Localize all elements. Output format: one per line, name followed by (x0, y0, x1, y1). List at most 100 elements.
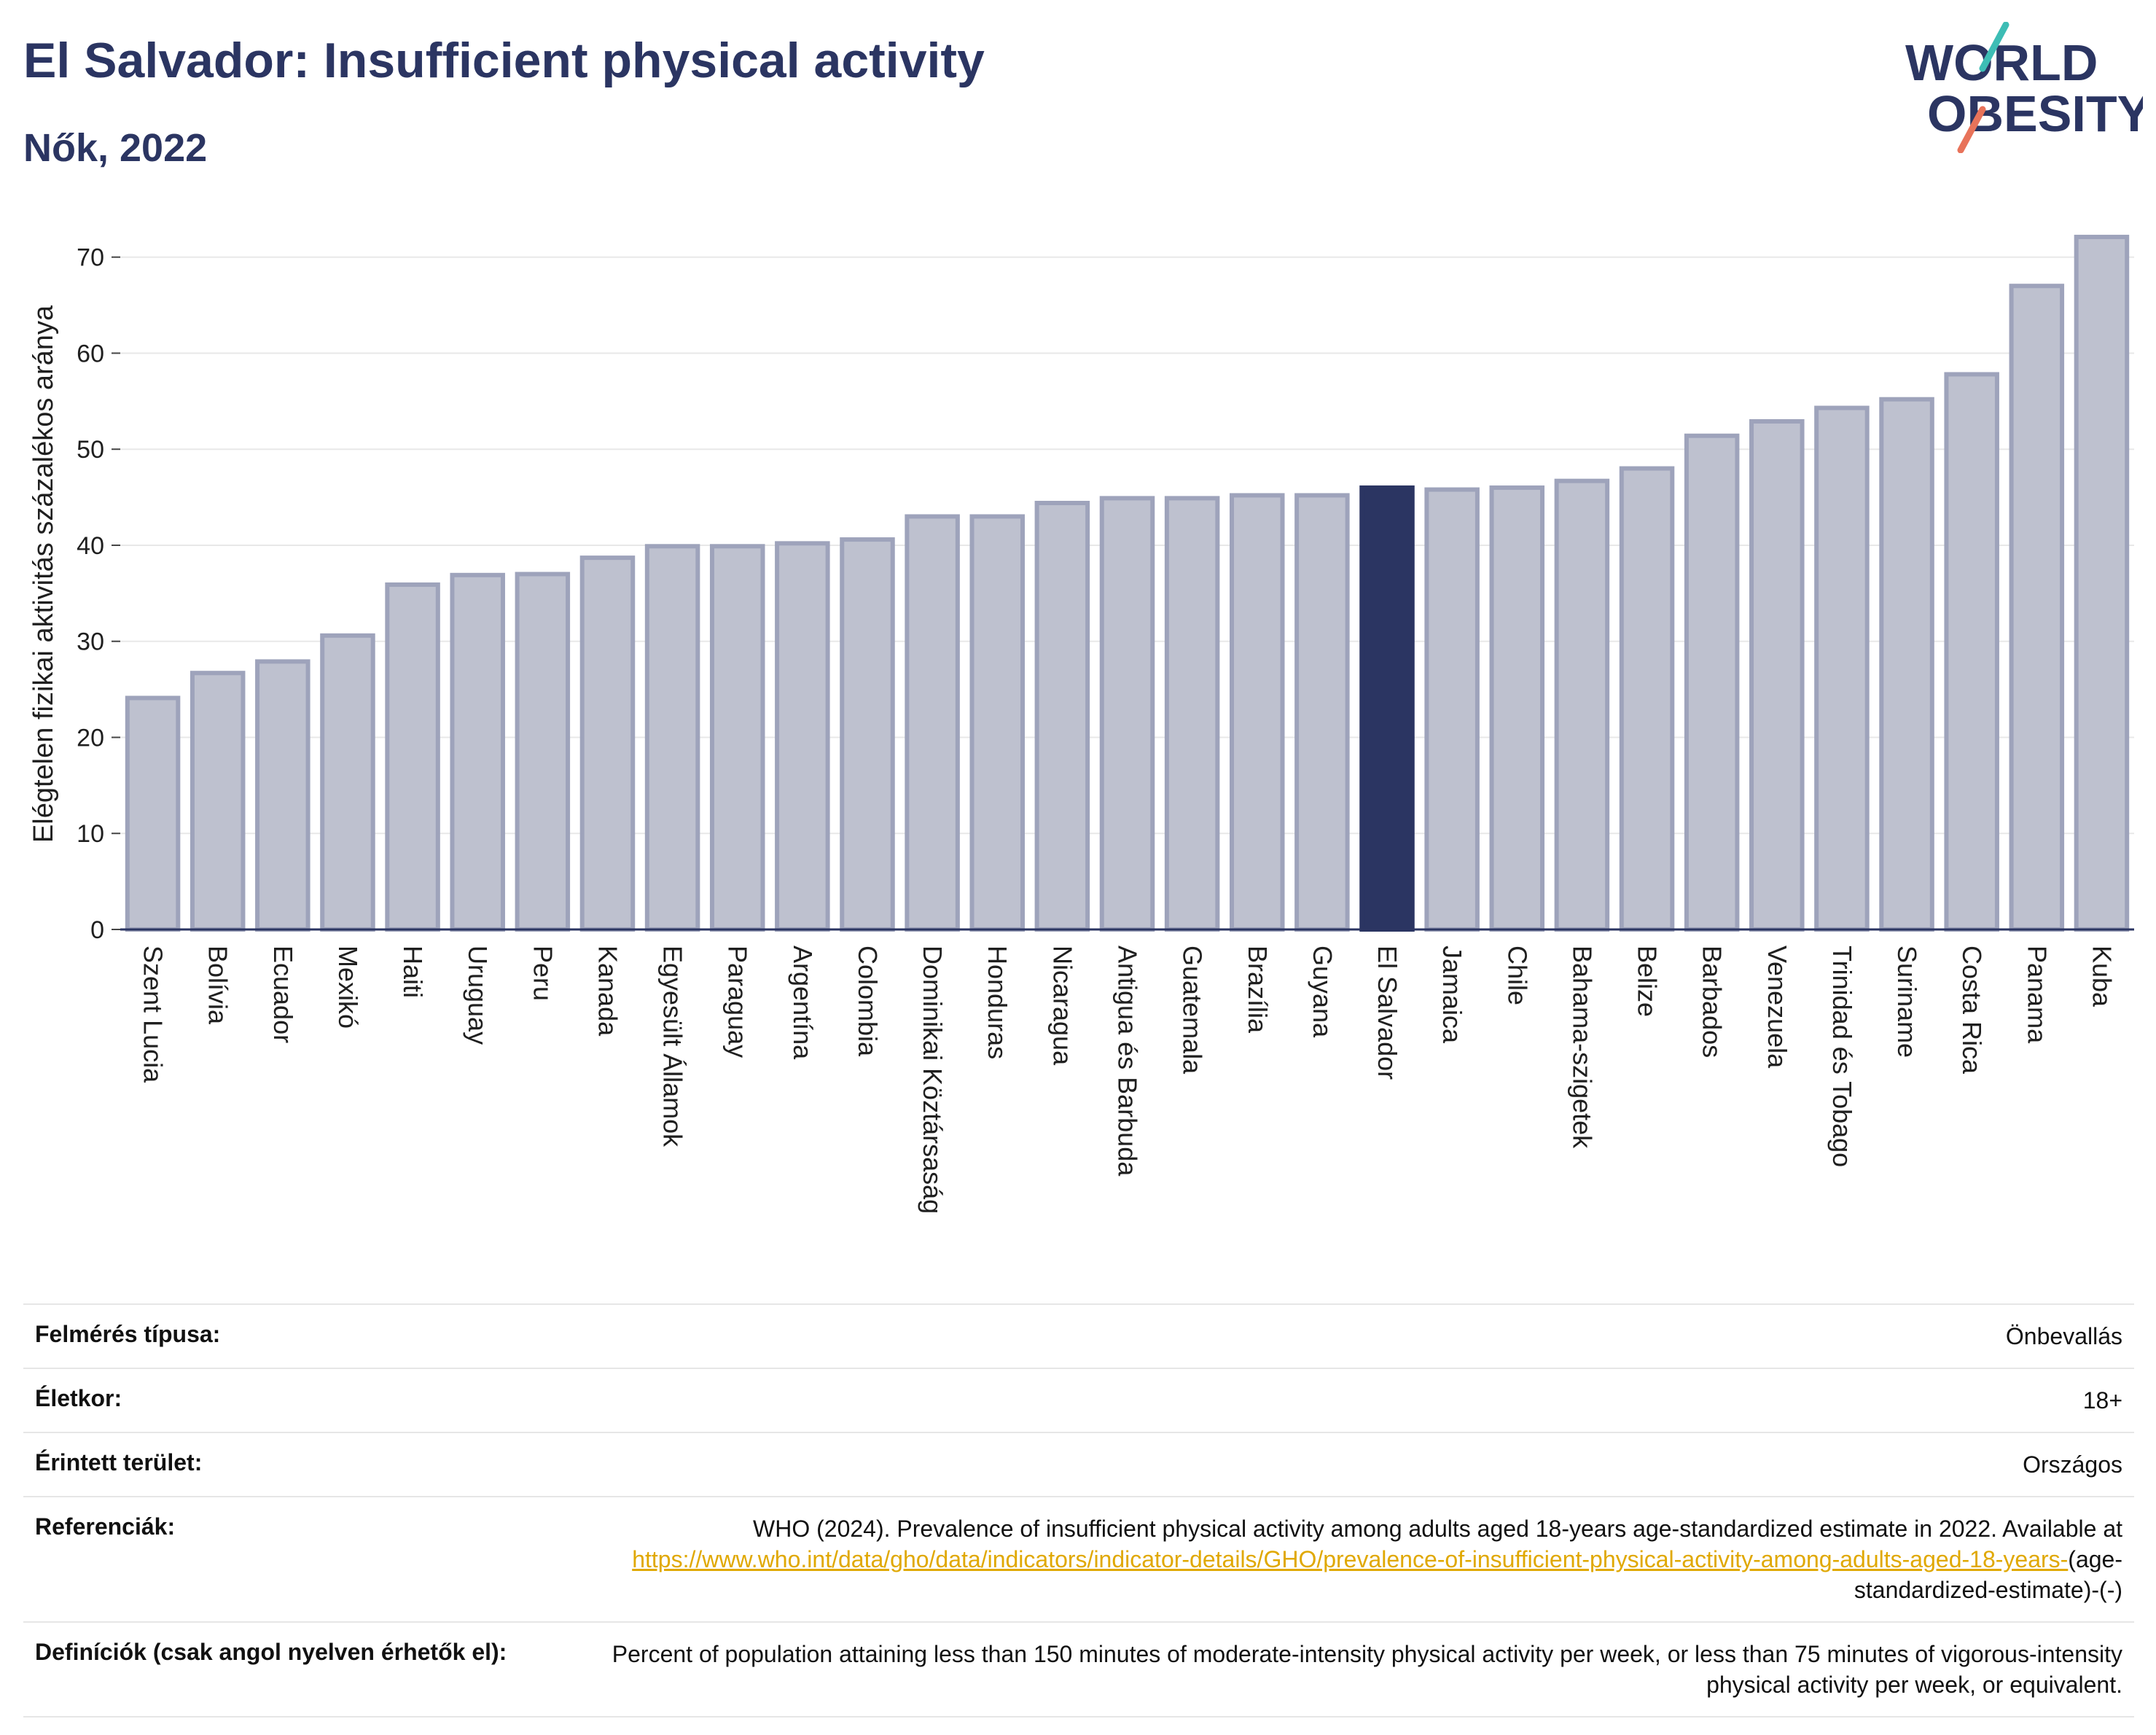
x-tick-label: Uruguay (463, 946, 493, 1045)
page-subtitle: Nők, 2022 (23, 126, 208, 170)
x-tick-label: Panama (2022, 946, 2052, 1044)
references-text: WHO (2024). Prevalence of insufficient p… (753, 1516, 2122, 1542)
bar-peru (515, 572, 571, 932)
x-tick-label: Guatemala (1178, 946, 1208, 1075)
y-axis-ticks: 0 10 20 30 40 50 60 70 (77, 244, 120, 944)
x-tick-label: Venezuela (1762, 946, 1792, 1069)
bar-dominikai-k-zt-rsas-g (905, 514, 960, 932)
bar-venezuela (1749, 419, 1805, 932)
x-tick-label: Chile (1502, 946, 1532, 1005)
bar-paraguay (709, 544, 765, 932)
x-tick-label: Nicaragua (1047, 946, 1077, 1066)
x-tick-label: Honduras (983, 946, 1012, 1059)
bar-argent-na (775, 541, 830, 932)
bar-jamaica (1424, 487, 1480, 932)
y-tick-label: 10 (77, 820, 104, 848)
y-tick-label: 0 (90, 916, 104, 944)
x-tick-label: Brazília (1243, 946, 1273, 1034)
bar-colombia (840, 537, 895, 932)
y-tick-label: 60 (77, 340, 104, 367)
y-tick-label: 30 (77, 628, 104, 656)
y-tick-label: 50 (77, 436, 104, 464)
y-tick-label: 40 (77, 532, 104, 560)
y-tick-label: 20 (77, 724, 104, 752)
x-tick-label: El Salvador (1372, 946, 1402, 1080)
bar-costa-rica (1944, 372, 1999, 932)
logo-slash-teal (1979, 22, 2009, 72)
x-tick-label: Bahama-szigetek (1567, 946, 1597, 1149)
survey-type-label: Felmérés típusa: (23, 1303, 557, 1368)
info-table: Felmérés típusa: Önbevallás Életkor: 18+… (23, 1303, 2134, 1718)
info-row-references: Referenciák: WHO (2024). Prevalence of i… (23, 1496, 2134, 1622)
x-tick-label: Haiti (398, 946, 428, 998)
x-tick-label: Kanada (593, 946, 622, 1037)
info-row-definitions: Definíciók (csak angol nyelven érhetők e… (23, 1621, 2134, 1718)
bar-egyes-lt-llamok (644, 544, 700, 932)
x-tick-label: Dominikai Köztársaság (918, 946, 948, 1214)
bar-honduras (969, 514, 1026, 932)
x-tick-label: Szent Lucia (138, 946, 168, 1083)
age-value: 18+ (557, 1368, 2134, 1432)
bar-panama (2009, 284, 2065, 932)
bar-bahama-szigetek (1554, 478, 1610, 932)
x-tick-label: Egyesült Államok (658, 946, 688, 1147)
x-tick-label: Jamaica (1437, 946, 1467, 1044)
x-tick-label: Kuba (2087, 946, 2117, 1007)
area-value: Országos (557, 1432, 2134, 1497)
bar-chile (1489, 485, 1545, 932)
bar-kuba (2074, 235, 2130, 932)
x-tick-label: Barbados (1698, 946, 1727, 1058)
logo-slash-red (1957, 106, 1986, 153)
bar-szent-lucia (125, 695, 181, 932)
x-tick-label: Guyana (1308, 946, 1337, 1038)
references-value: WHO (2024). Prevalence of insufficient p… (557, 1496, 2134, 1622)
x-tick-label: Trinidad és Tobago (1827, 946, 1857, 1167)
info-row-survey: Felmérés típusa: Önbevallás (23, 1303, 2134, 1368)
y-axis-title: Elégtelen fizikai aktivitás százalékos a… (28, 305, 59, 843)
bar-braz-lia (1229, 493, 1285, 932)
x-axis-labels: Szent Lucia Bolívia Ecuador Mexikó Haiti Urug… (138, 946, 2117, 1214)
bar-el-salvador (1359, 485, 1415, 932)
bars (125, 235, 2130, 932)
x-tick-label: Argentína (788, 946, 818, 1060)
bar-chart: 0 10 20 30 40 50 60 70 Szent Lucia Bolívia Ecuado… (28, 235, 2134, 1214)
x-tick-label: Peru (528, 946, 558, 1001)
x-tick-label: Belize (1633, 946, 1663, 1017)
references-link[interactable]: https://www.who.int/data/gho/data/indica… (632, 1546, 2069, 1572)
bar-bol-via (190, 671, 246, 932)
x-tick-label: Paraguay (723, 946, 753, 1058)
world-obesity-logo: WORLD OBESITY (1905, 22, 2143, 153)
bar-barbados (1684, 433, 1740, 932)
info-row-area: Érintett terület: Országos (23, 1432, 2134, 1497)
bar-haiti (385, 582, 440, 932)
x-tick-label: Antigua és Barbuda (1113, 946, 1143, 1177)
bar-antigua-s-barbuda (1099, 496, 1155, 932)
bar-trinidad-s-tobago (1814, 405, 1870, 932)
area-label: Érintett terület: (23, 1432, 557, 1497)
bar-ecuador (255, 659, 310, 932)
bar-belize (1619, 466, 1675, 932)
bar-guatemala (1164, 496, 1220, 932)
x-tick-label: Mexikó (333, 946, 363, 1029)
logo-line2: OBESITY (1927, 85, 2143, 142)
x-tick-label: Bolívia (203, 946, 233, 1025)
x-tick-label: Colombia (853, 946, 883, 1057)
y-tick-label: 70 (77, 244, 104, 272)
bar-mexik- (320, 633, 375, 932)
bar-kanada (579, 555, 636, 932)
info-row-age: Életkor: 18+ (23, 1368, 2134, 1432)
page-title: El Salvador: Insufficient physical activ… (23, 33, 985, 88)
definitions-label: Definíciók (csak angol nyelven érhetők e… (23, 1621, 557, 1718)
x-tick-label: Costa Rica (1957, 946, 1987, 1075)
bar-suriname (1879, 397, 1934, 932)
logo-line1: WORLD (1905, 34, 2098, 91)
bar-uruguay (450, 572, 505, 932)
references-label: Referenciák: (23, 1496, 557, 1622)
age-label: Életkor: (23, 1368, 557, 1432)
x-tick-label: Suriname (1892, 946, 1922, 1058)
bar-nicaragua (1034, 501, 1090, 932)
definitions-value: Percent of population attaining less tha… (557, 1621, 2134, 1718)
x-tick-label: Ecuador (268, 946, 298, 1043)
references-suffix: (age-standardized-estimate)-(-) (1854, 1546, 2122, 1603)
survey-type-value: Önbevallás (557, 1303, 2134, 1368)
